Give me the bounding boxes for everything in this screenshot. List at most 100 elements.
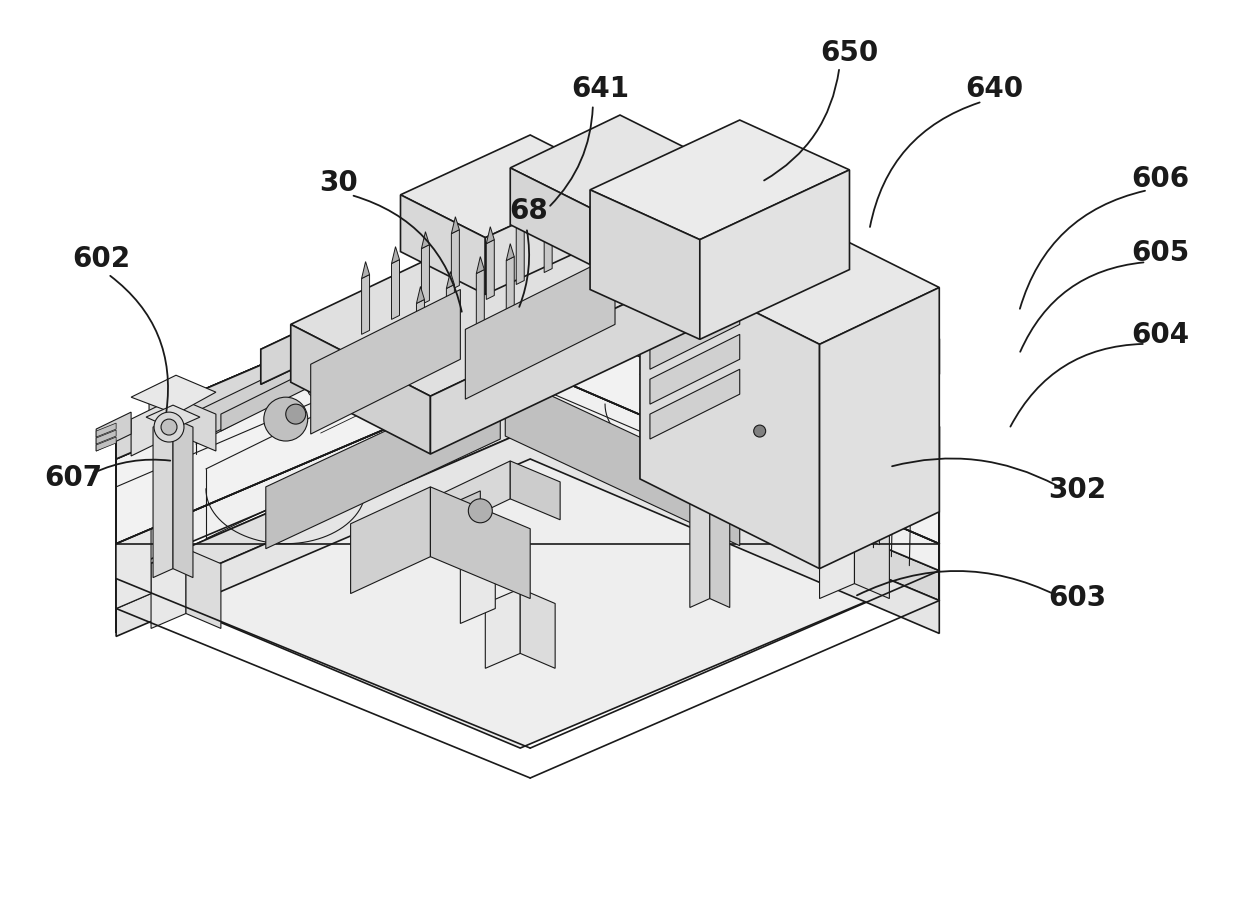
Polygon shape — [683, 437, 737, 462]
Polygon shape — [451, 230, 459, 290]
Circle shape — [469, 500, 492, 523]
Polygon shape — [531, 400, 939, 601]
Polygon shape — [650, 370, 740, 439]
Circle shape — [264, 398, 308, 442]
Polygon shape — [117, 400, 531, 609]
Polygon shape — [590, 190, 699, 340]
Polygon shape — [510, 115, 699, 208]
Polygon shape — [260, 180, 620, 385]
Polygon shape — [680, 415, 719, 467]
Polygon shape — [506, 244, 515, 262]
Polygon shape — [859, 386, 879, 545]
Circle shape — [673, 349, 686, 361]
Polygon shape — [117, 400, 939, 749]
Polygon shape — [131, 376, 216, 415]
Polygon shape — [131, 398, 176, 456]
Polygon shape — [506, 257, 515, 318]
Polygon shape — [401, 271, 590, 391]
Polygon shape — [201, 318, 391, 439]
Polygon shape — [820, 288, 939, 569]
Polygon shape — [590, 156, 699, 265]
Circle shape — [332, 372, 348, 388]
Circle shape — [754, 379, 765, 391]
Polygon shape — [401, 136, 615, 238]
Polygon shape — [476, 257, 485, 274]
Polygon shape — [680, 354, 839, 435]
Polygon shape — [417, 287, 424, 304]
Polygon shape — [290, 169, 760, 397]
Text: 640: 640 — [965, 75, 1023, 103]
Polygon shape — [422, 245, 429, 305]
Polygon shape — [97, 424, 117, 437]
Polygon shape — [854, 520, 889, 599]
Polygon shape — [97, 437, 117, 452]
Polygon shape — [544, 200, 552, 217]
Polygon shape — [485, 179, 615, 295]
Polygon shape — [260, 180, 939, 385]
Polygon shape — [146, 406, 200, 429]
Polygon shape — [430, 241, 760, 455]
Polygon shape — [174, 419, 193, 578]
Polygon shape — [351, 487, 430, 594]
Polygon shape — [510, 169, 590, 265]
Polygon shape — [702, 449, 718, 510]
Polygon shape — [650, 335, 740, 405]
Polygon shape — [392, 261, 399, 320]
Polygon shape — [451, 217, 459, 235]
Circle shape — [745, 418, 774, 446]
Polygon shape — [694, 399, 740, 446]
Text: 606: 606 — [1132, 165, 1190, 193]
Polygon shape — [97, 430, 117, 445]
Polygon shape — [149, 386, 169, 437]
Polygon shape — [822, 400, 837, 459]
Polygon shape — [417, 300, 424, 360]
Polygon shape — [153, 419, 174, 578]
Text: 603: 603 — [1048, 583, 1106, 611]
Circle shape — [754, 426, 765, 437]
Polygon shape — [401, 196, 485, 295]
Circle shape — [308, 382, 324, 398]
Circle shape — [285, 405, 306, 425]
Polygon shape — [301, 261, 521, 385]
Polygon shape — [420, 462, 510, 542]
Polygon shape — [590, 121, 849, 241]
Polygon shape — [650, 300, 740, 370]
Text: 30: 30 — [319, 169, 358, 197]
Polygon shape — [544, 214, 552, 273]
Polygon shape — [117, 251, 939, 544]
Polygon shape — [151, 549, 186, 629]
Polygon shape — [640, 255, 820, 569]
Polygon shape — [521, 589, 556, 668]
Polygon shape — [186, 549, 221, 629]
Circle shape — [714, 364, 725, 376]
Polygon shape — [221, 348, 356, 431]
Polygon shape — [740, 399, 780, 444]
Polygon shape — [839, 386, 859, 545]
Polygon shape — [574, 185, 582, 201]
Text: 602: 602 — [72, 244, 130, 272]
Polygon shape — [476, 271, 485, 330]
Text: 68: 68 — [508, 197, 548, 225]
Polygon shape — [820, 520, 854, 599]
Text: 641: 641 — [572, 75, 629, 103]
Polygon shape — [415, 302, 551, 383]
Circle shape — [154, 412, 184, 443]
Circle shape — [161, 419, 177, 436]
Polygon shape — [620, 180, 939, 375]
Polygon shape — [422, 233, 429, 249]
Polygon shape — [699, 170, 849, 340]
Polygon shape — [440, 492, 480, 548]
Polygon shape — [832, 373, 887, 397]
Polygon shape — [430, 487, 531, 599]
Polygon shape — [176, 398, 216, 452]
Text: 650: 650 — [821, 39, 879, 67]
Polygon shape — [516, 226, 525, 285]
Polygon shape — [460, 544, 495, 624]
Polygon shape — [362, 275, 370, 335]
Circle shape — [794, 394, 806, 406]
Polygon shape — [486, 241, 495, 300]
Polygon shape — [117, 251, 939, 459]
Polygon shape — [446, 285, 454, 345]
Polygon shape — [574, 198, 582, 257]
Polygon shape — [117, 529, 151, 609]
